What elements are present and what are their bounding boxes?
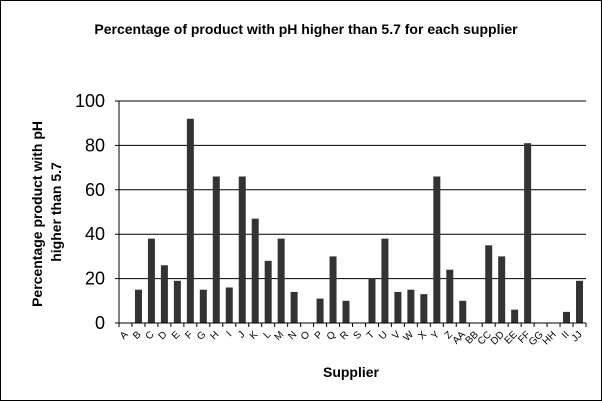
bar-JJ: [576, 280, 584, 323]
x-tick-label-X: X: [416, 329, 429, 342]
x-tick-label-J: J: [236, 329, 247, 340]
y-axis-title: Percentage product with pH higher than 5…: [29, 117, 64, 307]
x-tick-label-K: K: [248, 329, 261, 342]
bar-AA: [459, 300, 467, 323]
y-tick-label-40: 40: [85, 224, 105, 244]
y-tick-label-0: 0: [95, 313, 105, 333]
x-tick-labels: A B C D E F G H I J K L M N O P Q R S T U VW X Y ZAABBCCDDEEFFGG…: [118, 329, 585, 348]
bar-D: [160, 265, 168, 323]
bar-L: [264, 260, 272, 323]
x-tick-label-HH: HH: [541, 329, 559, 347]
x-tick-label-A: A: [118, 329, 131, 342]
bar-X: [420, 294, 428, 323]
y-axis-title-line-2: higher than 5.7: [48, 162, 64, 262]
x-tick-label-D: D: [157, 329, 170, 342]
bar-I: [225, 287, 233, 323]
bar-R: [342, 300, 350, 323]
y-tick-label-80: 80: [85, 135, 105, 155]
bar-G: [199, 289, 207, 323]
x-tick-label-II: II: [560, 329, 572, 341]
x-tick-label-N: N: [286, 329, 299, 342]
x-tick-label-M: M: [273, 329, 287, 343]
bars: [134, 118, 584, 323]
bar-F: [186, 118, 194, 323]
x-tick-label-S: S: [352, 329, 365, 342]
x-tick-label-G: G: [195, 329, 208, 342]
y-tick-labels: 0 20 40 60 80 100: [75, 91, 105, 333]
chart-title: Percentage of product with pH higher tha…: [94, 21, 518, 37]
x-tick-label-R: R: [338, 329, 351, 342]
bar-W: [407, 289, 415, 323]
bar-FF: [524, 143, 532, 323]
bar-H: [212, 176, 220, 323]
x-tick-label-I: I: [225, 329, 235, 339]
y-tick-label-20: 20: [85, 269, 105, 289]
bar-K: [251, 218, 259, 323]
bar-U: [381, 238, 389, 323]
bar-CC: [485, 245, 493, 323]
bar-Q: [329, 256, 337, 323]
bar-N: [290, 291, 298, 323]
bar-T: [368, 278, 376, 323]
x-tick-label-JJ: JJ: [570, 329, 585, 344]
x-tick-label-T: T: [365, 329, 377, 341]
bar-Z: [446, 269, 454, 323]
x-tick-label-U: U: [377, 329, 390, 342]
x-tick-label-P: P: [313, 329, 326, 342]
x-tick-label-Y: Y: [429, 329, 442, 342]
bar-P: [316, 298, 324, 323]
bar-Y: [433, 176, 441, 323]
x-tick-label-C: C: [144, 329, 157, 342]
bar-II: [563, 311, 571, 323]
y-axis-title-line-1: Percentage product with pH: [29, 121, 45, 307]
bar-M: [277, 238, 285, 323]
x-tick-label-F: F: [183, 329, 195, 341]
bar-J: [238, 176, 246, 323]
bar-V: [394, 291, 402, 323]
x-tick-label-W: W: [402, 329, 417, 344]
x-tick-label-B: B: [131, 329, 144, 342]
x-axis-title: Supplier: [323, 364, 380, 380]
x-tick-label-H: H: [209, 329, 222, 342]
bar-B: [134, 289, 142, 323]
y-tick-label-100: 100: [75, 91, 105, 111]
x-tick-label-E: E: [170, 329, 183, 342]
y-tick-label-60: 60: [85, 180, 105, 200]
bar-C: [147, 238, 155, 323]
gridlines: [119, 100, 586, 280]
bar-EE: [511, 309, 519, 323]
x-tick-label-O: O: [299, 329, 312, 342]
axes: [115, 100, 587, 327]
x-tick-label-Q: Q: [325, 329, 338, 342]
bar-DD: [498, 256, 506, 323]
bar-E: [173, 280, 181, 323]
